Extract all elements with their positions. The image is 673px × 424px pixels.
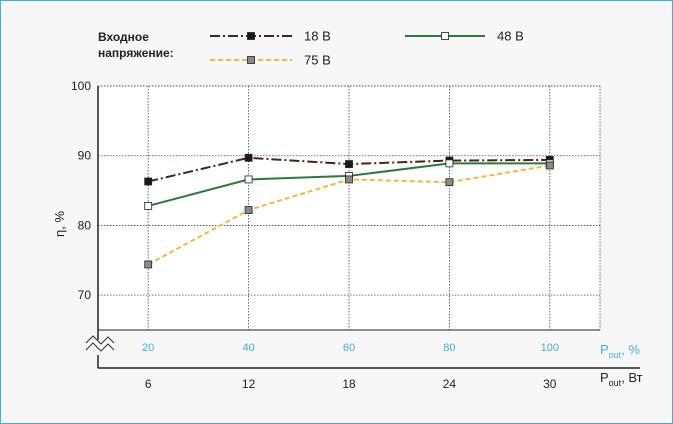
legend-marker-2 <box>247 56 255 64</box>
legend-title-line-1: Входное <box>98 30 149 44</box>
axes <box>97 86 640 369</box>
legend-label-2: 75 В <box>304 53 331 68</box>
data-point <box>345 160 353 168</box>
x-percent-tick-label: 80 <box>443 342 455 354</box>
x-label-sub: out <box>609 378 622 388</box>
x-percent-label-sub: out <box>609 350 622 360</box>
axis-break-icon <box>85 335 115 352</box>
x-label-main: P <box>600 370 609 385</box>
x-tick-label: 12 <box>242 377 256 391</box>
x-percent-tick-label: 20 <box>142 342 154 354</box>
legend-marker-1 <box>441 32 449 40</box>
x-percent-label-unit: , % <box>621 342 640 357</box>
y-tick-label: 80 <box>78 218 92 232</box>
y-tick-label: 70 <box>78 288 92 302</box>
legend-marker-0 <box>247 32 255 40</box>
data-point <box>144 202 153 210</box>
x-percent-tick-label: 100 <box>541 342 559 354</box>
x-axis-label: Pout, Вт <box>600 370 643 388</box>
x-label-unit: , Вт <box>621 370 642 385</box>
legend: Входное напряжение: 18 В 48 В 75 В <box>98 29 524 68</box>
y-tick-labels: 70 80 90 100 <box>71 79 91 302</box>
data-point <box>345 175 353 184</box>
x-tick-label: 18 <box>342 377 356 391</box>
series-markers <box>144 153 554 269</box>
grid <box>98 85 601 330</box>
data-point <box>144 177 153 186</box>
x-tick-labels: 20 6 40 12 60 18 80 24 100 30 <box>142 342 559 391</box>
data-point <box>144 260 153 269</box>
x-percent-tick-label: 60 <box>343 342 355 354</box>
data-point <box>545 161 554 170</box>
y-tick-label: 90 <box>78 149 92 163</box>
legend-title-line-2: напряжение: <box>98 46 174 60</box>
legend-label-1: 48 В <box>497 29 524 44</box>
y-axis-label: η, % <box>52 211 67 237</box>
data-point <box>244 206 253 214</box>
x-percent-tick-label: 40 <box>242 342 254 354</box>
x-percent-label-main: P <box>600 342 609 357</box>
data-point <box>445 178 454 187</box>
data-point <box>445 159 454 168</box>
data-point <box>244 175 253 184</box>
x-tick-label: 6 <box>145 377 152 391</box>
x-percent-axis-label: Pout, % <box>600 342 640 360</box>
y-tick-label: 100 <box>71 79 91 93</box>
data-point <box>244 153 253 162</box>
legend-label-0: 18 В <box>304 29 331 44</box>
x-tick-label: 30 <box>543 377 557 391</box>
plot-area <box>98 86 600 330</box>
x-tick-label: 24 <box>443 377 457 391</box>
